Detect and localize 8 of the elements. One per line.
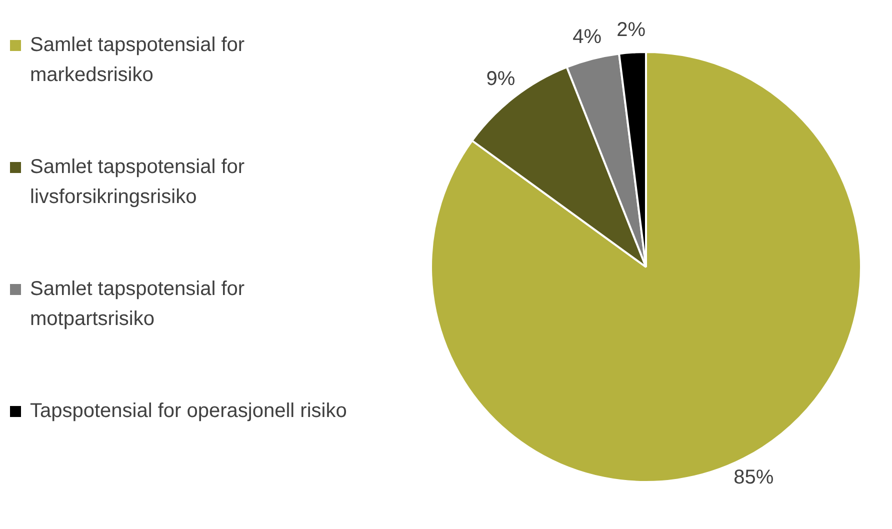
legend-label: Tapspotensial for operasjonell risiko — [30, 399, 347, 424]
legend-label: Samlet tapspotensial for livsforsikringsrisiko — [30, 155, 246, 210]
data-label: 9% — [486, 68, 516, 90]
data-label: 2% — [616, 18, 646, 41]
legend-label: Samlet tapspotensial for motpartsrisiko — [30, 277, 246, 332]
data-label: 4% — [572, 26, 602, 48]
data-label: 85% — [734, 466, 774, 489]
legend-label: Samlet tapspotensial for markedsrisiko — [30, 33, 246, 88]
